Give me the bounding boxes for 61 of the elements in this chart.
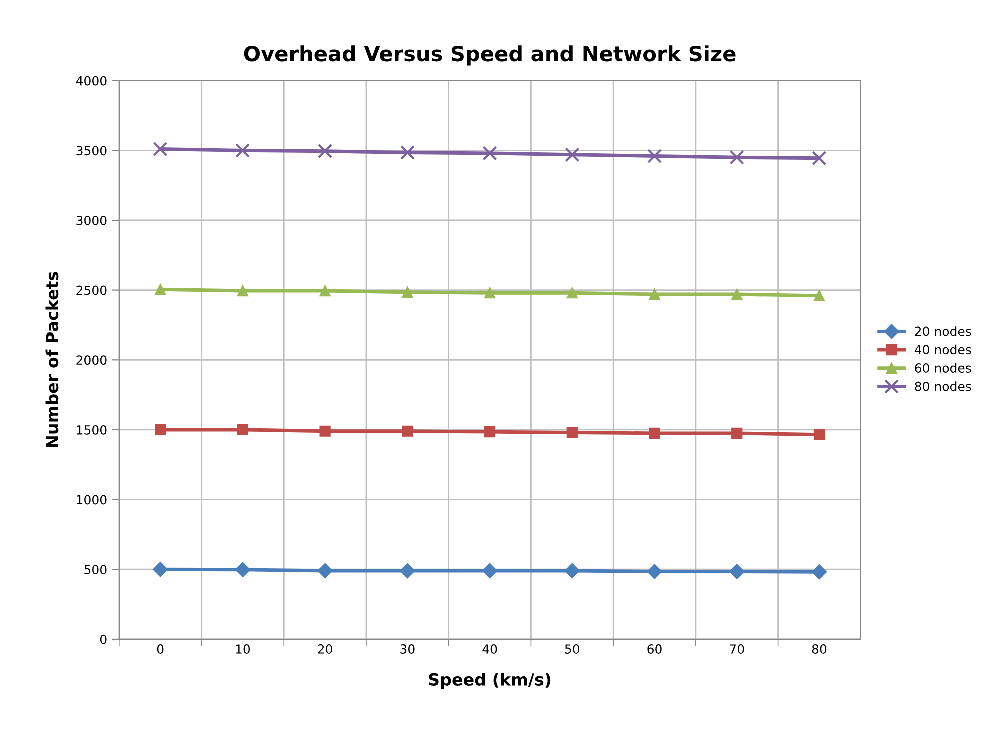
point	[814, 290, 826, 302]
point	[318, 563, 333, 579]
point	[155, 424, 166, 436]
x-axis-title: Speed (km/s)	[429, 673, 551, 690]
chart-title: Overhead Versus Speed and Network Size	[244, 46, 736, 66]
point	[647, 148, 662, 164]
point	[564, 563, 580, 579]
legend-label: 20 nodes	[915, 326, 972, 336]
y-tick-label: 4000	[76, 76, 107, 86]
point	[484, 288, 496, 299]
point	[153, 142, 168, 157]
point	[732, 428, 743, 440]
point	[400, 145, 415, 160]
point	[566, 427, 578, 438]
x-tick-label: 20	[318, 644, 332, 654]
y-tick-label: 1500	[77, 425, 107, 435]
y-tick-label: 2500	[76, 286, 107, 296]
y-tick-label: 0	[100, 634, 107, 644]
x-tick-label: 30	[400, 644, 415, 654]
point	[732, 288, 743, 300]
point	[402, 286, 414, 298]
point	[482, 563, 498, 579]
point	[320, 285, 331, 297]
y-tick-label: 1000	[77, 495, 107, 505]
x-tick-label: 40	[482, 644, 498, 654]
point	[402, 426, 414, 437]
point	[320, 426, 331, 437]
legend-label: 60 nodes	[915, 363, 972, 373]
point	[482, 146, 498, 161]
point	[647, 564, 662, 580]
point	[153, 562, 168, 578]
point	[649, 428, 660, 440]
y-tick-label: 3500	[76, 146, 107, 156]
x-tick-label: 10	[236, 644, 250, 654]
point	[237, 424, 248, 436]
x-tick-label: 0	[157, 644, 164, 654]
y-tick-label: 3000	[76, 216, 107, 226]
point	[235, 562, 251, 578]
point	[812, 564, 828, 580]
point	[649, 288, 660, 300]
point	[236, 143, 250, 158]
x-tick-label: 70	[730, 644, 744, 654]
point	[155, 284, 166, 296]
point	[730, 564, 745, 580]
point	[812, 151, 827, 166]
legend-label: 40 nodes	[914, 344, 972, 355]
point	[237, 285, 248, 297]
y-tick-label: 500	[84, 565, 107, 575]
x-tick-label: 60	[648, 644, 662, 654]
y-tick-label: 2000	[76, 356, 107, 366]
x-tick-label: 80	[812, 644, 827, 654]
point	[565, 148, 580, 162]
x-tick-label: 50	[565, 644, 580, 654]
point	[318, 144, 333, 159]
point	[484, 426, 496, 438]
point	[566, 288, 578, 299]
point	[730, 150, 744, 165]
point	[814, 429, 826, 440]
point	[400, 563, 416, 579]
y-axis-title: Number of Packets	[46, 272, 59, 448]
legend-label: 80 nodes	[915, 382, 972, 392]
